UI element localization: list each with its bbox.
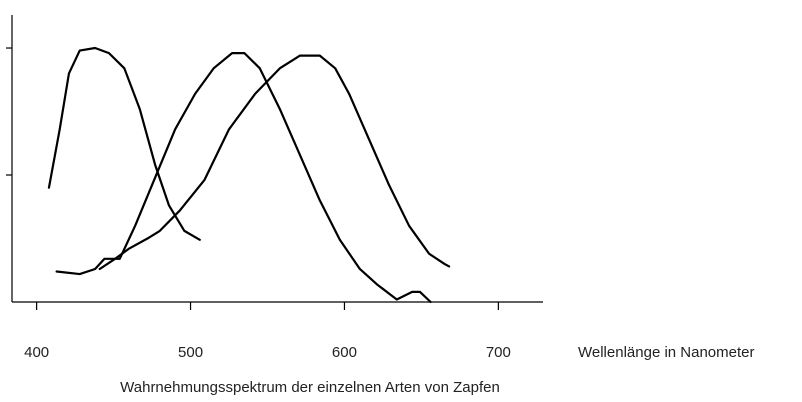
chart-title: Wahrnehmungsspektrum der einzelnen Arten… [120,379,500,396]
curve [55,54,451,276]
x-tick-label: 600 [332,344,357,361]
x-axis-label: Wellenlänge in Nanometer [578,344,755,361]
x-tick-label: 400 [24,344,49,361]
x-tick-label: 700 [486,344,511,361]
curve [47,46,201,241]
curve [98,51,432,304]
x-tick-label: 500 [178,344,203,361]
